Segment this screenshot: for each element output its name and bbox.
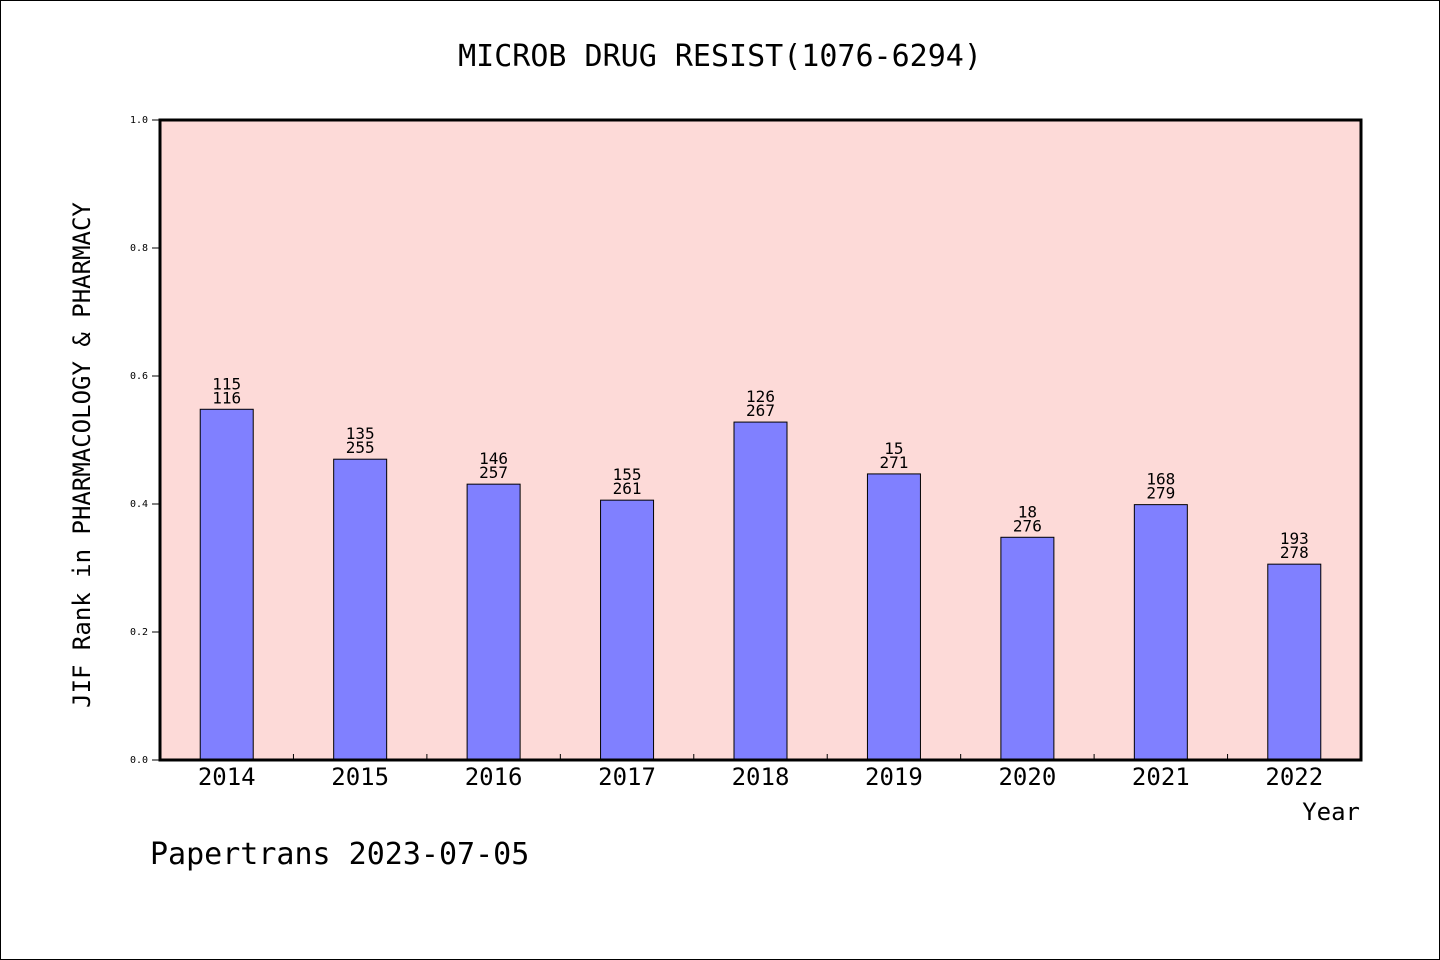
y-tick-label: 0.2 [130, 627, 148, 638]
y-axis: 0.0 0.2 0.4 0.6 0.8 1.0 [130, 115, 160, 766]
y-tick-label: 0.4 [130, 499, 148, 510]
bar-label-bottom: 261 [613, 479, 642, 498]
bar-2021 [1133, 504, 1188, 761]
bar-label-top: 146 [479, 449, 508, 468]
bar-label-top: 168 [1146, 470, 1175, 489]
x-tick-label: 2022 [1265, 763, 1323, 791]
y-tick-label: 0.6 [130, 371, 148, 382]
bar-label-bottom: 255 [346, 438, 375, 457]
bar-label-bottom: 279 [1146, 484, 1175, 503]
bar-label-top: 155 [613, 465, 642, 484]
x-tick-label: 2020 [998, 763, 1056, 791]
x-tick-label: 2015 [331, 763, 389, 791]
x-axis: 2014 2015 2016 2017 2018 2019 2020 2021 2022 [198, 754, 1323, 791]
bar-2022 [1267, 563, 1322, 761]
bar-label-bottom: 276 [1013, 516, 1042, 535]
bar-label-top: 135 [346, 424, 375, 443]
bars [199, 408, 1322, 761]
y-tick-label: 0.0 [130, 755, 148, 766]
x-tick-label: 2017 [598, 763, 656, 791]
bar-label-top: 115 [212, 374, 241, 393]
bar-label-bottom: 267 [746, 401, 775, 420]
y-axis-title: JIF Rank in PHARMACOLOGY & PHARMACY [68, 202, 96, 708]
bar-2017 [600, 499, 655, 761]
bar-label-bottom: 278 [1280, 543, 1309, 562]
bar-label-top: 193 [1280, 529, 1309, 548]
bar-2014 [199, 408, 254, 761]
x-axis-title: Year [1302, 798, 1360, 826]
bar-2015 [333, 458, 388, 761]
bar-2018 [733, 421, 788, 761]
bar-label-top: 15 [884, 439, 903, 458]
y-tick-label: 0.8 [130, 243, 148, 254]
x-tick-label: 2016 [465, 763, 523, 791]
bar-label-bottom: 116 [212, 388, 241, 407]
footer-text: Papertrans 2023-07-05 [150, 837, 529, 872]
x-tick-label: 2014 [198, 763, 256, 791]
y-tick-label: 1.0 [130, 115, 148, 126]
plot-border [158, 118, 1363, 762]
chart-title: MICROB DRUG RESIST(1076-6294) [458, 39, 982, 74]
bar-label-bottom: 257 [479, 463, 508, 482]
x-tick-label: 2021 [1132, 763, 1190, 791]
bar-2020 [1000, 536, 1055, 761]
bar-label-bottom: 271 [879, 453, 908, 472]
bar-2019 [866, 473, 921, 761]
bar-2016 [466, 483, 521, 761]
x-tick-label: 2018 [732, 763, 790, 791]
bar-label-top: 18 [1018, 502, 1037, 521]
x-tick-label: 2019 [865, 763, 923, 791]
bar-label-top: 126 [746, 387, 775, 406]
